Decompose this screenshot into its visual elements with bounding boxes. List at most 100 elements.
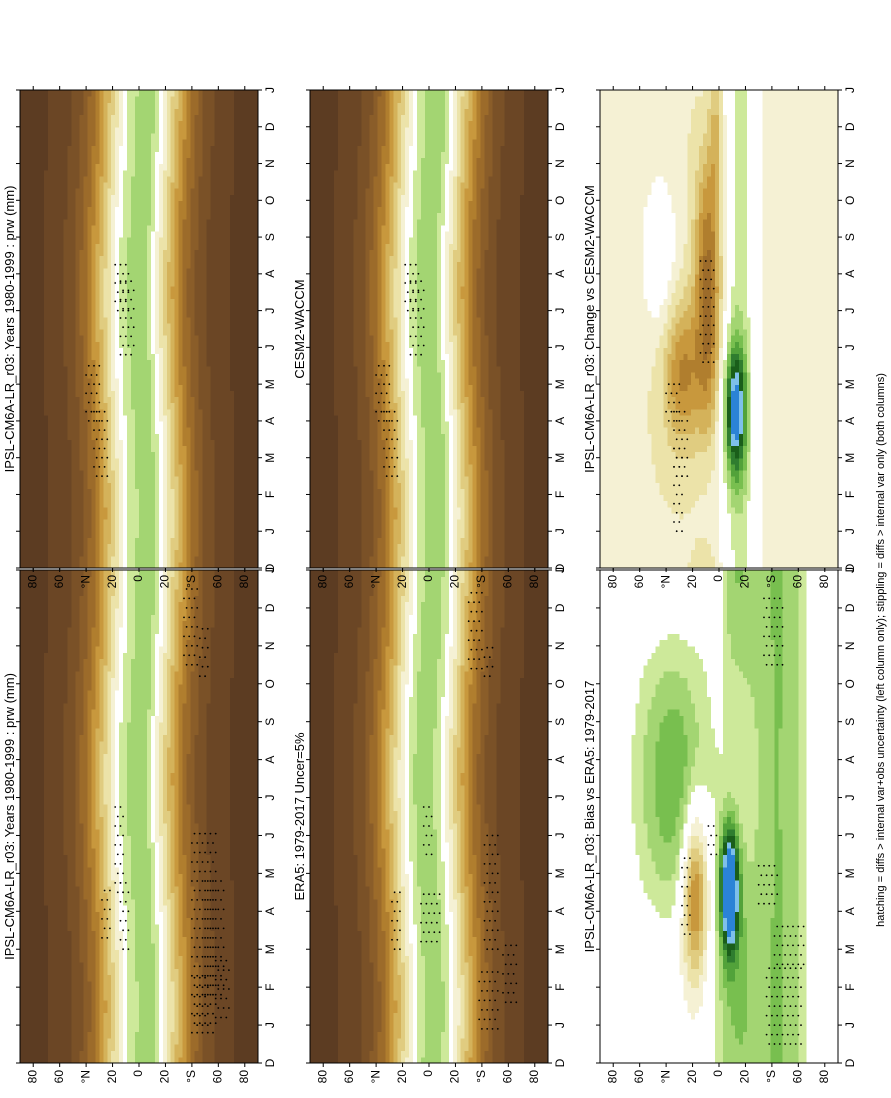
heatmap-cell	[95, 677, 100, 685]
heatmap-cell	[254, 879, 259, 887]
stipple-dot	[193, 976, 196, 979]
heatmap-cell	[23, 854, 29, 862]
heatmap-cell	[79, 892, 85, 900]
heatmap-cell	[198, 904, 204, 912]
heatmap-cell	[123, 974, 128, 982]
stipple-dot	[206, 880, 209, 882]
heatmap-cell	[135, 999, 140, 1007]
heatmap-cell	[55, 835, 61, 843]
heatmap-cell	[47, 639, 53, 647]
heatmap-cell	[31, 816, 37, 824]
heatmap-cell	[83, 740, 89, 748]
heatmap-cell	[146, 961, 152, 969]
heatmap-cell	[59, 702, 65, 710]
heatmap-cell	[234, 791, 239, 799]
heatmap-cell	[99, 620, 104, 628]
heatmap-cell	[91, 784, 96, 792]
heatmap-cell	[154, 652, 160, 660]
heatmap-cell	[150, 949, 156, 957]
heatmap-cell	[135, 886, 140, 893]
heatmap-cell	[75, 936, 81, 944]
heatmap-cell	[31, 942, 37, 950]
heatmap-cell	[139, 810, 144, 818]
heatmap-cell	[154, 797, 160, 805]
heatmap-cell	[119, 746, 124, 754]
heatmap-cell	[43, 614, 49, 622]
heatmap-cell	[63, 588, 69, 596]
heatmap-cell	[162, 803, 168, 811]
heatmap-cell	[59, 639, 65, 647]
heatmap-cell	[99, 886, 104, 893]
heatmap-cell	[111, 576, 116, 584]
heatmap-cell	[95, 791, 100, 799]
heatmap-cell	[154, 841, 160, 849]
heatmap-cell	[174, 588, 180, 596]
heatmap-cell	[146, 1037, 152, 1045]
heatmap-cell	[71, 867, 77, 874]
heatmap-cell	[27, 1025, 33, 1032]
heatmap-cell	[194, 898, 200, 906]
heatmap-cell	[47, 671, 53, 679]
heatmap-cell	[226, 841, 231, 849]
heatmap-cell	[103, 633, 108, 641]
heatmap-cell	[111, 639, 116, 647]
heatmap-cell	[242, 974, 247, 982]
heatmap-cell	[194, 942, 200, 950]
heatmap-cell	[119, 1037, 124, 1045]
heatmap-cell	[202, 620, 208, 628]
heatmap-cell	[75, 993, 81, 1001]
heatmap-cell	[166, 734, 172, 742]
heatmap-cell	[95, 784, 100, 792]
heatmap-cell	[182, 778, 188, 786]
heatmap-cell	[99, 803, 104, 811]
heatmap-cell	[115, 1056, 120, 1064]
heatmap-cell	[55, 753, 61, 761]
heatmap-cell	[174, 664, 180, 672]
heatmap-cell	[135, 822, 140, 830]
heatmap-cell	[238, 961, 243, 969]
heatmap-cell	[190, 576, 196, 584]
heatmap-cell	[166, 607, 172, 615]
heatmap-cell	[43, 633, 49, 641]
heatmap-cell	[63, 917, 69, 925]
heatmap-cell	[238, 746, 243, 754]
heatmap-cell	[214, 709, 219, 716]
heatmap-cell	[202, 999, 208, 1007]
heatmap-cell	[55, 759, 61, 767]
heatmap-cell	[127, 797, 132, 805]
heatmap-cell	[111, 734, 116, 742]
heatmap-cell	[87, 734, 92, 742]
heatmap-cell	[246, 588, 251, 596]
heatmap-cell	[59, 658, 65, 666]
heatmap-cell	[218, 772, 223, 780]
heatmap-cell	[20, 1056, 25, 1064]
heatmap-cell	[198, 582, 204, 590]
heatmap-cell	[242, 860, 247, 868]
heatmap-cell	[63, 702, 69, 710]
heatmap-cell	[107, 778, 112, 786]
heatmap-cell	[127, 923, 132, 931]
heatmap-cell	[238, 759, 243, 767]
heatmap-cell	[214, 867, 219, 874]
heatmap-cell	[234, 974, 239, 982]
heatmap-cell	[254, 797, 259, 805]
heatmap-cell	[142, 854, 148, 862]
heatmap-cell	[119, 639, 124, 647]
heatmap-cell	[198, 841, 204, 849]
heatmap-cell	[23, 873, 29, 881]
heatmap-cell	[71, 633, 77, 641]
heatmap-cell	[162, 759, 168, 767]
heatmap-cell	[107, 968, 112, 976]
heatmap-cell	[194, 664, 200, 672]
heatmap-cell	[250, 652, 255, 660]
heatmap-cell	[27, 759, 33, 767]
heatmap-cell	[99, 1056, 104, 1064]
heatmap-cell	[131, 715, 136, 723]
heatmap-cell	[238, 1050, 243, 1058]
heatmap-cell	[123, 645, 128, 653]
heatmap-cell	[150, 601, 156, 609]
heatmap-cell	[146, 911, 152, 919]
heatmap-cell	[254, 645, 259, 653]
heatmap-cell	[250, 784, 255, 792]
heatmap-cell	[123, 993, 128, 1001]
